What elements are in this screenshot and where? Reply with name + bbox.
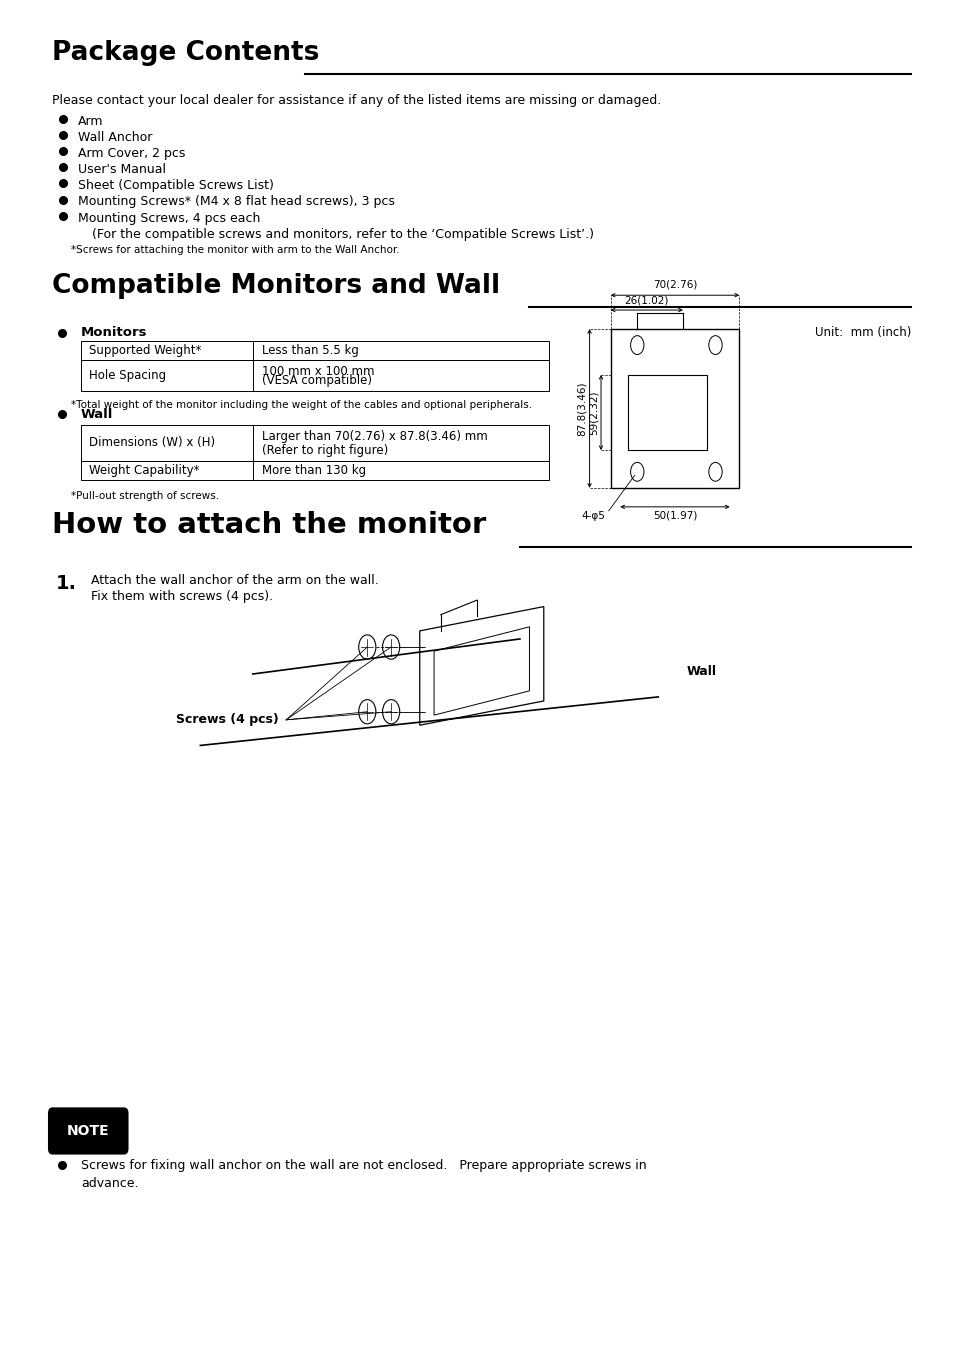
Text: (Refer to right figure): (Refer to right figure)	[262, 443, 388, 457]
Bar	[627, 375, 706, 450]
Text: Screws (4 pcs): Screws (4 pcs)	[176, 713, 279, 727]
Text: Hole Spacing: Hole Spacing	[89, 369, 166, 381]
Text: Compatible Monitors and Wall: Compatible Monitors and Wall	[52, 274, 500, 299]
Text: *Total weight of the monitor including the weight of the cables and optional per: *Total weight of the monitor including t…	[71, 400, 531, 410]
Text: *Screws for attaching the monitor with arm to the Wall Anchor.: *Screws for attaching the monitor with a…	[71, 245, 398, 255]
Text: 4-φ5: 4-φ5	[581, 511, 605, 520]
Circle shape	[382, 700, 399, 724]
Text: *Pull-out strength of screws.: *Pull-out strength of screws.	[71, 491, 218, 500]
Text: 59(2.32): 59(2.32)	[589, 390, 598, 435]
Bar	[81, 360, 548, 391]
Text: 100 mm x 100 mm: 100 mm x 100 mm	[262, 365, 375, 379]
Text: (For the compatible screws and monitors, refer to the ‘Compatible Screws List’.): (For the compatible screws and monitors,…	[91, 228, 593, 241]
Text: Attach the wall anchor of the arm on the wall.: Attach the wall anchor of the arm on the…	[91, 574, 378, 588]
Text: More than 130 kg: More than 130 kg	[262, 464, 366, 477]
Text: advance.: advance.	[81, 1177, 138, 1190]
Text: Fix them with screws (4 pcs).: Fix them with screws (4 pcs).	[91, 590, 273, 604]
Text: Package Contents: Package Contents	[52, 40, 319, 66]
Text: Please contact your local dealer for assistance if any of the listed items are m: Please contact your local dealer for ass…	[52, 94, 661, 108]
Text: User's Manual: User's Manual	[78, 163, 166, 177]
Text: Weight Capability*: Weight Capability*	[89, 464, 199, 477]
Text: NOTE: NOTE	[67, 1124, 110, 1138]
Bar	[610, 329, 739, 488]
Text: Sheet (Compatible Screws List): Sheet (Compatible Screws List)	[78, 179, 274, 193]
Text: Screws for fixing wall anchor on the wall are not enclosed.   Prepare appropriat: Screws for fixing wall anchor on the wal…	[81, 1159, 646, 1173]
Text: Monitors: Monitors	[81, 326, 148, 340]
Text: Wall Anchor: Wall Anchor	[78, 131, 152, 144]
Text: (VESA compatible): (VESA compatible)	[262, 373, 372, 387]
Circle shape	[382, 635, 399, 659]
Text: Less than 5.5 kg: Less than 5.5 kg	[262, 344, 359, 357]
Bar	[81, 461, 548, 480]
Text: Larger than 70(2.76) x 87.8(3.46) mm: Larger than 70(2.76) x 87.8(3.46) mm	[262, 430, 488, 443]
Bar	[81, 341, 548, 360]
Text: 70(2.76): 70(2.76)	[652, 280, 697, 290]
Text: How to attach the monitor: How to attach the monitor	[52, 511, 486, 539]
Text: Mounting Screws* (M4 x 8 flat head screws), 3 pcs: Mounting Screws* (M4 x 8 flat head screw…	[78, 195, 395, 209]
FancyBboxPatch shape	[49, 1108, 128, 1154]
Text: Unit:  mm (inch): Unit: mm (inch)	[814, 326, 910, 340]
Text: Arm Cover, 2 pcs: Arm Cover, 2 pcs	[78, 147, 186, 160]
Text: Wall: Wall	[81, 408, 113, 422]
Text: 26(1.02): 26(1.02)	[624, 297, 668, 306]
Text: Supported Weight*: Supported Weight*	[89, 344, 201, 357]
Text: Dimensions (W) x (H): Dimensions (W) x (H)	[89, 437, 214, 449]
Text: Mounting Screws, 4 pcs each: Mounting Screws, 4 pcs each	[78, 212, 260, 225]
Text: Wall: Wall	[686, 665, 716, 678]
Text: Arm: Arm	[78, 115, 104, 128]
Bar	[81, 425, 548, 461]
Circle shape	[358, 635, 375, 659]
Circle shape	[358, 700, 375, 724]
Text: 1.: 1.	[55, 574, 76, 593]
Text: 87.8(3.46): 87.8(3.46)	[577, 381, 586, 435]
Text: 50(1.97): 50(1.97)	[652, 511, 697, 520]
